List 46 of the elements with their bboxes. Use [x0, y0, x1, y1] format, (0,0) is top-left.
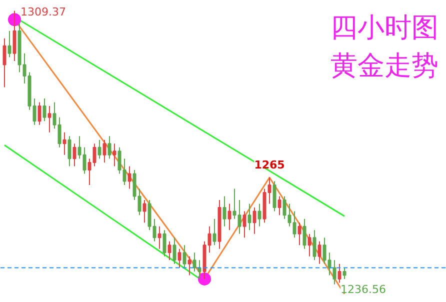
- candlestick: [228, 203, 232, 231]
- candlestick: [168, 240, 172, 261]
- candlestick: [198, 260, 202, 280]
- candlestick: [38, 102, 42, 126]
- annotation: 1309.37: [20, 6, 66, 19]
- candlestick: [248, 203, 252, 231]
- text: 黄金走势: [330, 50, 438, 80]
- candlestick: [312, 230, 316, 261]
- annotation: 1265: [254, 158, 285, 172]
- candlestick: [308, 233, 312, 257]
- candlestick: [298, 222, 302, 246]
- candlestick: [48, 106, 52, 133]
- candlestick: [68, 136, 72, 167]
- candlestick: [242, 210, 246, 238]
- candlestick: [272, 180, 276, 212]
- candlestick: [278, 196, 282, 216]
- candlestick: [98, 139, 102, 160]
- candlestick: [8, 30, 12, 58]
- candlestick: [62, 132, 66, 156]
- candlestick: [158, 226, 162, 250]
- annotation: 1236.56: [340, 282, 386, 296]
- candlestick: [128, 166, 132, 190]
- candlestick: [108, 136, 112, 160]
- candlestick: [72, 143, 76, 167]
- candlestick: [222, 196, 226, 227]
- candlestick: [342, 267, 346, 280]
- candlestick: [338, 263, 342, 284]
- candlestick: [162, 230, 166, 257]
- chart-title: 四小时图: [330, 12, 438, 42]
- candlestick: [102, 139, 106, 163]
- candlestick: [172, 237, 176, 264]
- candlestick: [212, 218, 216, 246]
- candlestick: [252, 207, 256, 234]
- candlestick: [178, 248, 182, 268]
- candlestick: [2, 38, 6, 88]
- candlestick: [332, 260, 336, 285]
- candlestick: [42, 98, 46, 122]
- candlestick: [112, 143, 116, 167]
- candlestick: [188, 256, 192, 276]
- candlestick: [182, 244, 186, 268]
- candlestick: [192, 252, 196, 272]
- candlestick: [12, 10, 16, 62]
- candlestick: [318, 240, 322, 264]
- candlestick: [142, 200, 146, 224]
- candlestick: [258, 203, 262, 227]
- candlestick: [302, 218, 306, 250]
